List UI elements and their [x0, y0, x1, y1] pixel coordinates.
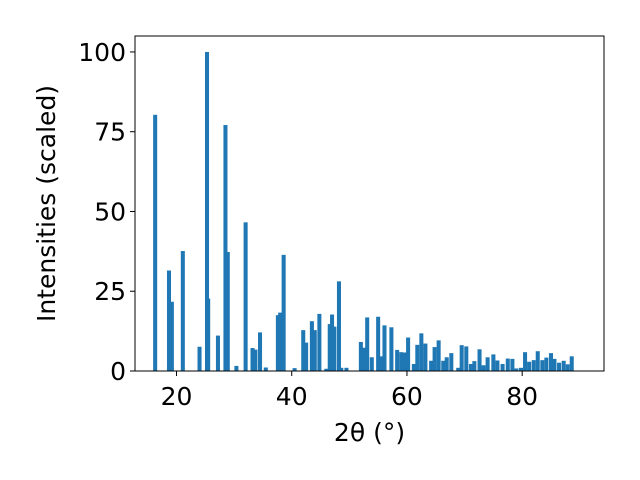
bar	[441, 360, 446, 371]
bar	[365, 317, 370, 371]
bar	[292, 368, 297, 371]
bar	[464, 346, 469, 371]
bar	[527, 361, 532, 371]
bar	[169, 301, 174, 371]
bar	[565, 364, 570, 371]
x-tick-label: 60	[391, 382, 423, 411]
bar	[544, 357, 549, 371]
bar	[456, 367, 461, 371]
bar	[278, 312, 283, 371]
bar	[569, 356, 574, 371]
bar	[304, 342, 309, 371]
bar	[312, 330, 317, 371]
bar	[153, 114, 158, 372]
bar	[327, 324, 332, 371]
bar	[382, 325, 387, 371]
bar	[317, 313, 322, 371]
bar	[336, 281, 341, 371]
bar	[339, 367, 344, 371]
bar	[197, 346, 202, 371]
bar	[432, 347, 437, 371]
bar	[444, 357, 449, 371]
bar	[223, 125, 228, 371]
bar	[275, 315, 280, 371]
y-tick-label: 25	[94, 277, 126, 306]
bar	[491, 354, 496, 371]
bar	[561, 360, 566, 371]
bar	[206, 298, 211, 371]
bar	[557, 362, 562, 371]
y-axis-ticks: 0 25 50 75 100	[78, 38, 135, 386]
bar	[411, 363, 416, 371]
bar	[429, 360, 434, 371]
bar	[540, 360, 545, 371]
x-tick-label: 80	[506, 382, 538, 411]
x-tick-label: 20	[161, 382, 193, 411]
bar	[399, 352, 404, 371]
bar	[481, 365, 486, 371]
bar	[281, 254, 286, 371]
bar	[477, 349, 482, 371]
bars-group	[153, 51, 574, 372]
bar	[369, 357, 374, 371]
bar	[472, 361, 477, 371]
bar	[500, 363, 505, 371]
bar	[402, 352, 407, 371]
bar	[301, 330, 306, 371]
y-tick-label: 0	[110, 357, 126, 386]
bar	[180, 251, 185, 371]
bar	[505, 358, 510, 371]
bar	[250, 348, 255, 371]
bar	[243, 222, 248, 371]
bar	[215, 335, 220, 371]
bar	[449, 353, 454, 371]
bar	[332, 326, 337, 371]
bar	[330, 314, 335, 371]
bar	[258, 332, 263, 371]
bar	[376, 316, 381, 371]
bar	[419, 333, 424, 371]
bar	[415, 344, 420, 371]
bar	[552, 358, 557, 371]
bar	[358, 341, 363, 371]
x-axis-label: 2θ (°)	[334, 418, 405, 447]
bar	[423, 343, 428, 371]
bar	[436, 340, 441, 371]
bar	[468, 363, 473, 371]
x-axis-ticks: 20 40 60 80	[161, 371, 538, 411]
bar	[205, 51, 210, 371]
plot-frame	[134, 35, 605, 372]
bar	[263, 367, 268, 371]
bar	[459, 345, 464, 371]
y-axis-label: Intensities (scaled)	[32, 85, 61, 322]
bar	[389, 327, 394, 371]
bar	[519, 367, 524, 371]
bar	[485, 357, 490, 371]
y-tick-label: 75	[94, 118, 126, 147]
bar	[531, 360, 536, 371]
bar	[514, 368, 519, 371]
bar	[253, 349, 258, 371]
bar	[379, 356, 384, 371]
bar	[495, 360, 500, 371]
y-tick-label: 50	[94, 197, 126, 226]
bar	[395, 349, 400, 371]
bar	[510, 358, 515, 371]
bar	[406, 337, 411, 371]
bar	[344, 367, 349, 371]
bar	[535, 351, 540, 371]
bar	[166, 270, 172, 371]
y-tick-label: 100	[78, 38, 126, 67]
bar	[523, 352, 528, 371]
x-tick-label: 40	[276, 382, 308, 411]
bar	[324, 368, 329, 371]
bar	[362, 347, 367, 371]
bar	[225, 251, 230, 371]
bar	[234, 365, 239, 371]
bar	[309, 321, 314, 371]
bar	[548, 353, 554, 371]
